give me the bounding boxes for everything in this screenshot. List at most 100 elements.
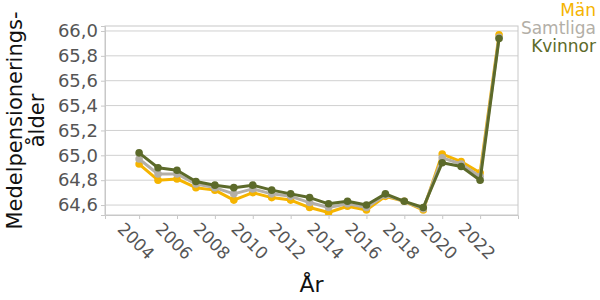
x-tick: 2008 xyxy=(190,215,235,263)
y-tick-mark xyxy=(101,155,105,156)
y-tick: 64,6 xyxy=(58,194,105,215)
y-axis-line xyxy=(101,27,106,216)
point xyxy=(419,204,427,212)
data-layer xyxy=(135,31,503,215)
x-tick-mark xyxy=(442,215,443,219)
x-tick-mark xyxy=(404,215,405,219)
y-tick-label: 64,6 xyxy=(58,194,98,215)
y-tick-label: 64,8 xyxy=(58,169,98,190)
y-tick-label: 65,2 xyxy=(58,120,98,141)
y-axis-title: Medelpensionerings-ålder xyxy=(3,11,49,229)
series-line xyxy=(139,38,499,207)
x-tick-mark xyxy=(253,215,254,219)
point xyxy=(382,190,390,198)
legend-entry: Samtliga xyxy=(521,18,596,38)
point xyxy=(211,181,219,189)
x-tick: 2022 xyxy=(455,215,500,263)
series-line xyxy=(139,37,499,209)
series-markers xyxy=(135,31,503,215)
x-tick: 2010 xyxy=(227,215,272,263)
x-axis: 2004200620082010201220142016201820202022 xyxy=(106,215,519,263)
point xyxy=(363,201,371,209)
point xyxy=(287,190,295,198)
series-markers xyxy=(135,33,503,212)
y-tick: 65,8 xyxy=(58,45,105,66)
point xyxy=(325,200,333,208)
y-tick: 65,2 xyxy=(58,120,105,141)
x-tick-mark xyxy=(177,215,178,219)
legend: MänSamtligaKvinnor xyxy=(521,0,596,56)
y-tick: 65,4 xyxy=(58,95,105,116)
x-tick: 2014 xyxy=(303,215,348,263)
point xyxy=(495,35,503,43)
plot-frame xyxy=(105,26,518,215)
x-tick-label: 2008 xyxy=(190,219,235,264)
grid-line xyxy=(105,80,518,81)
x-tick-mark xyxy=(215,215,216,219)
point xyxy=(173,166,181,174)
x-tick-label: 2012 xyxy=(265,219,310,264)
x-tick: 2018 xyxy=(379,215,424,263)
y-tick-mark xyxy=(101,180,105,181)
x-tick-label: 2006 xyxy=(152,219,197,264)
x-tick: 2012 xyxy=(265,215,310,263)
y-tick-label: 65,8 xyxy=(58,45,98,66)
y-tick-label: 65,0 xyxy=(58,145,98,166)
x-tick-mark xyxy=(139,215,140,219)
plot: 64,6 64,8 65,0 65,2 65,4 65,6 65,8 66,0 20042006… xyxy=(58,20,519,263)
y-axis: 64,6 64,8 65,0 65,2 65,4 65,6 65,8 66,0 xyxy=(58,20,106,215)
x-tick: 2020 xyxy=(417,215,462,263)
series-markers xyxy=(135,35,503,212)
x-axis-title: År xyxy=(299,271,324,297)
y-tick-mark xyxy=(101,130,105,131)
point xyxy=(438,159,446,167)
point xyxy=(306,194,314,202)
grid-line xyxy=(105,105,518,106)
x-tick-label: 2004 xyxy=(114,219,159,264)
series-line xyxy=(139,35,499,213)
x-axis-line xyxy=(106,216,519,220)
y-tick: 64,8 xyxy=(58,169,105,190)
x-tick-mark xyxy=(366,215,367,219)
x-tick: 2004 xyxy=(114,215,159,263)
y-tick-label: 65,4 xyxy=(58,95,98,116)
point xyxy=(401,198,409,206)
point xyxy=(249,181,257,189)
legend-entry: Kvinnor xyxy=(531,36,596,56)
x-tick-label: 2014 xyxy=(303,219,348,264)
y-tick: 66,0 xyxy=(58,20,105,41)
y-tick: 65,0 xyxy=(58,145,105,166)
y-tick: 65,6 xyxy=(58,70,105,91)
grid-line xyxy=(105,55,518,56)
x-tick-label: 2016 xyxy=(341,219,386,264)
x-tick-label: 2018 xyxy=(379,219,424,264)
point xyxy=(401,198,409,206)
grid-line xyxy=(105,30,518,31)
y-tick-mark xyxy=(101,106,105,107)
chart: 64,6 64,8 65,0 65,2 65,4 65,6 65,8 66,0 20042006… xyxy=(0,0,600,300)
grid-line xyxy=(105,155,518,156)
y-tick-mark xyxy=(101,31,105,32)
legend-entry: Män xyxy=(560,0,596,20)
point xyxy=(154,164,162,172)
x-tick-label: 2010 xyxy=(227,219,272,264)
point xyxy=(344,198,352,206)
point xyxy=(230,184,238,192)
x-tick-mark xyxy=(291,215,292,219)
point xyxy=(457,163,465,171)
y-tick-mark xyxy=(101,205,105,206)
x-tick-label: 2020 xyxy=(417,219,462,264)
point xyxy=(268,186,276,194)
point xyxy=(401,198,409,206)
point xyxy=(135,149,143,157)
grid-line xyxy=(105,130,518,131)
y-tick-label: 66,0 xyxy=(58,20,98,41)
y-tick-label: 65,6 xyxy=(58,70,98,91)
point xyxy=(476,176,484,184)
point xyxy=(192,178,200,186)
x-tick-mark xyxy=(329,215,330,219)
x-tick-label: 2022 xyxy=(455,219,500,264)
x-tick: 2016 xyxy=(341,215,386,263)
x-tick-mark xyxy=(480,215,481,219)
y-tick-mark xyxy=(101,81,105,82)
